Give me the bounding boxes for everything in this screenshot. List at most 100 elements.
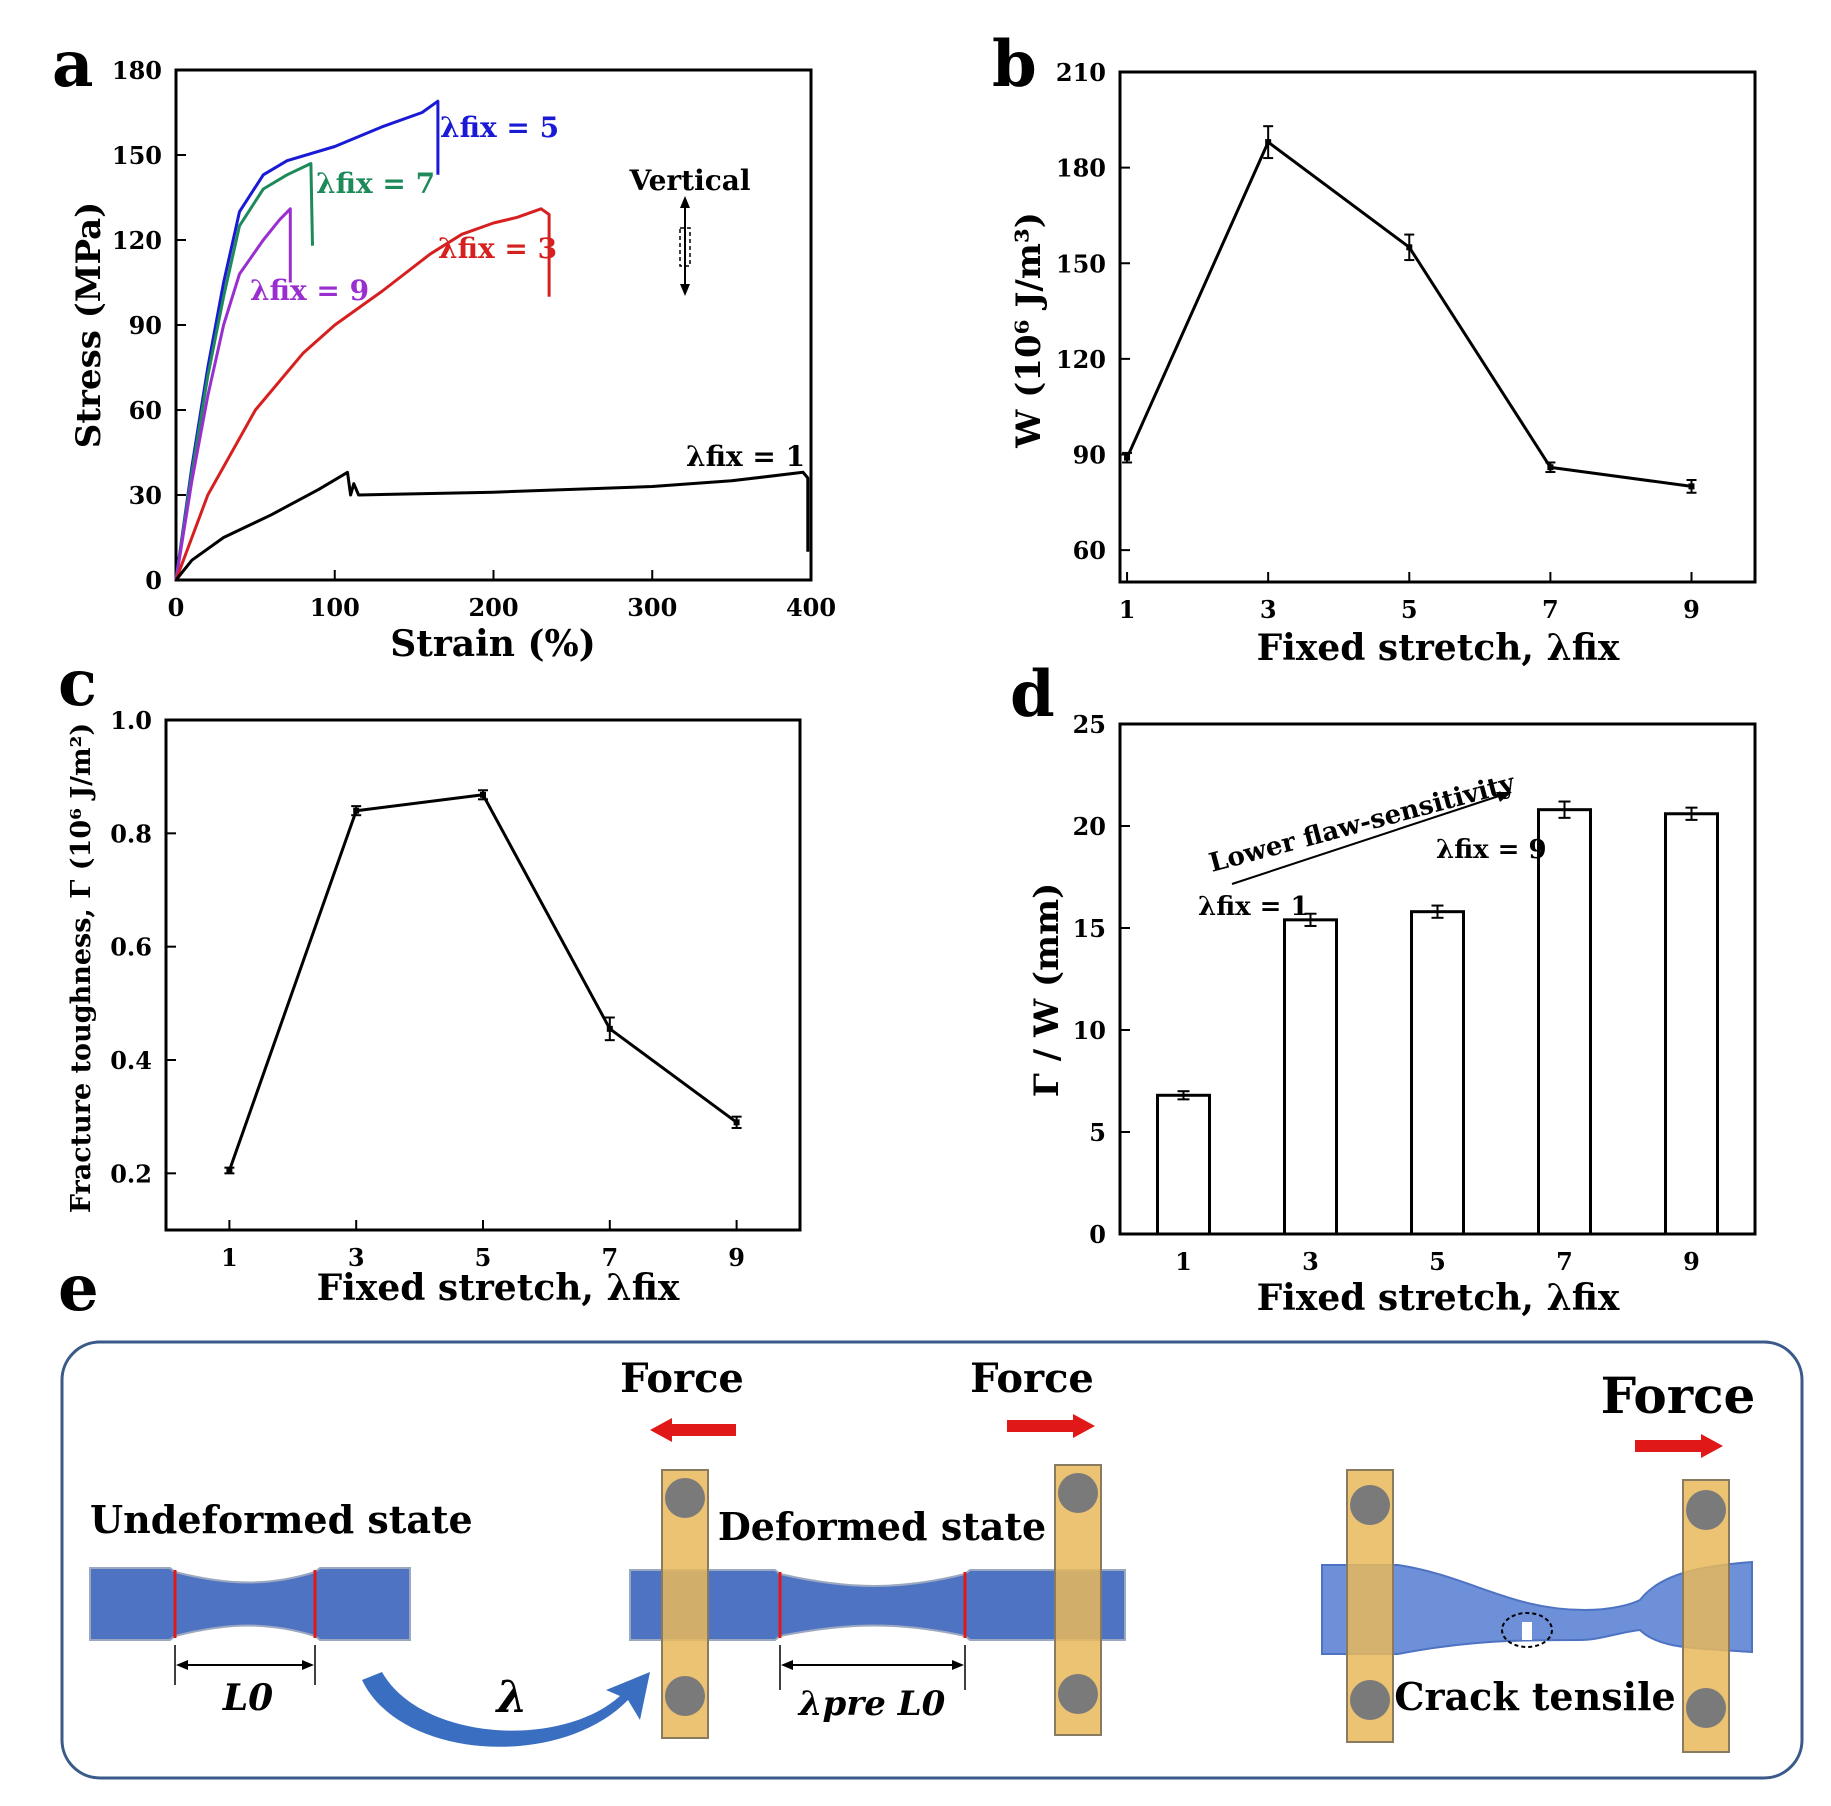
bar-lambda-9 [1664, 812, 1719, 1236]
x-tick-label-b: 1 [1119, 595, 1136, 624]
transform-arrow [362, 1672, 650, 1747]
x-axis-label-d: Fixed stretch, λfix [1257, 1277, 1620, 1319]
y-axis-label-a: Stress (MPa) [69, 202, 109, 448]
x-tick-label-b: 5 [1401, 595, 1418, 624]
x-tick-label-c: 1 [221, 1243, 238, 1272]
x-tick-label-c: 7 [601, 1243, 618, 1272]
plot-frame-a [174, 68, 813, 582]
y-tick-label-a: 30 [129, 481, 162, 510]
legend-lambda-7: λfix = 7 [316, 167, 435, 200]
flaw-sensitivity-arrow [1231, 792, 1512, 885]
x-tick-label-a: 100 [310, 593, 360, 622]
lambda-label: λ [495, 1672, 528, 1723]
data-point-c [733, 1119, 740, 1126]
panel-letter-a: a [52, 27, 93, 102]
vertical-annotation: Vertical [628, 164, 750, 197]
bar-lambda-3 [1283, 918, 1338, 1236]
data-line-c [227, 793, 738, 1171]
y-tick-label-d: 5 [1089, 1118, 1106, 1147]
panel-letter-d: d [1010, 657, 1055, 732]
length-label: L0 [222, 1677, 273, 1719]
y-tick-label-d: 20 [1073, 812, 1106, 841]
crack-specimen [1321, 1560, 1753, 1655]
clamp-right-crack [1682, 1479, 1730, 1753]
panel-letter-e: e [58, 1251, 99, 1326]
undeformed-label: Undeformed state [90, 1497, 473, 1542]
y-axis-label-d: Γ / W (mm) [1027, 883, 1067, 1097]
y-tick-label-a: 60 [129, 396, 162, 425]
bar-lambda-7 [1537, 808, 1592, 1236]
y-axis-label-c: Fracture toughness, Γ (10⁶ J/m²) [66, 723, 97, 1213]
series-line-lambda-3 [174, 207, 551, 581]
y-tick-label-b: 90 [1073, 441, 1106, 470]
force-arrow-crack [1635, 1434, 1723, 1458]
legend-lambda-1: λfix = 1 [686, 440, 805, 473]
series-line-c [224, 789, 742, 1175]
crack-marker [1501, 1612, 1553, 1648]
y-tick-label-d: 0 [1089, 1220, 1106, 1249]
y-tick-label-c: 0.8 [110, 819, 152, 848]
y-tick-label-a: 90 [129, 311, 162, 340]
x-axis-label-c: Fixed stretch, λfix [317, 1267, 680, 1309]
panel-d: d 1 3 5 7 9 0 5 10 15 20 25 Γ / W (mm) Fixed stret… [1010, 657, 1757, 1319]
x-tick-label-d: 7 [1556, 1247, 1573, 1276]
clamp-left-deformed [661, 1469, 709, 1739]
y-tick-label-c: 1.0 [110, 706, 152, 735]
x-tick-label-c: 9 [728, 1243, 745, 1272]
y-tick-label-a: 120 [112, 226, 162, 255]
data-point-b [1547, 464, 1554, 471]
data-point-b [1406, 244, 1413, 251]
bar-lambda-1 [1156, 1093, 1211, 1236]
force-label-2: Force [970, 1355, 1094, 1402]
x-tick-label-a: 400 [786, 593, 836, 622]
series-lines-a [174, 99, 810, 581]
vertical-direction-icon [679, 196, 691, 296]
clamp-right-deformed [1054, 1464, 1102, 1736]
y-tick-label-c: 0.2 [110, 1159, 152, 1188]
panel-letter-c: c [58, 646, 97, 721]
x-tick-label-a: 0 [168, 593, 185, 622]
deformed-label: Deformed state [718, 1504, 1046, 1549]
x-tick-label-a: 300 [627, 593, 677, 622]
deformed-specimen [629, 1569, 1126, 1690]
series-line-b [1122, 125, 1697, 494]
panel-e: e Undeformed state L0 λ [58, 1251, 1804, 1780]
x-tick-label-c: 5 [475, 1243, 492, 1272]
data-point-b [1124, 454, 1131, 461]
arrow-start-label: λfix = 1 [1198, 892, 1309, 922]
data-point-b [1265, 139, 1272, 146]
axis-ticks-b: 1 3 5 7 9 60 90 120 150 180 210 [1056, 58, 1700, 624]
data-point-c [606, 1025, 613, 1032]
x-tick-label-c: 3 [348, 1243, 365, 1272]
x-axis-label-b: Fixed stretch, λfix [1257, 627, 1620, 669]
y-tick-label-a: 150 [112, 141, 162, 170]
bars-d [1156, 800, 1719, 1236]
clamp-left-crack [1346, 1469, 1394, 1743]
series-line-lambda-1 [174, 470, 810, 581]
x-tick-label-d: 5 [1429, 1247, 1446, 1276]
axis-ticks-a: 0 100 200 300 400 0 30 60 90 120 150 180 [112, 56, 836, 622]
legend-lambda-5: λfix = 5 [440, 111, 559, 144]
x-tick-label-b: 7 [1542, 595, 1559, 624]
data-point-c [226, 1167, 233, 1174]
force-arrow-left [650, 1418, 736, 1442]
data-point-c [480, 791, 486, 798]
y-tick-label-a: 180 [112, 56, 162, 85]
x-axis-label-a: Strain (%) [390, 623, 596, 665]
x-tick-label-b: 3 [1260, 595, 1277, 624]
data-point-c [353, 807, 360, 814]
crack-label: Crack tensile [1394, 1674, 1675, 1719]
x-tick-label-a: 200 [468, 593, 518, 622]
x-tick-label-d: 1 [1175, 1247, 1192, 1276]
arrow-end-label: λfix = 9 [1436, 835, 1547, 865]
data-point-b [1688, 483, 1695, 490]
y-tick-label-b: 180 [1056, 154, 1106, 183]
y-tick-label-c: 0.6 [110, 933, 152, 962]
force-label-1: Force [620, 1355, 744, 1402]
x-tick-label-b: 9 [1683, 595, 1700, 624]
y-tick-label-b: 210 [1056, 58, 1106, 87]
x-tick-label-d: 3 [1302, 1247, 1319, 1276]
pre-length-label: λpre L0 [797, 1684, 946, 1724]
undeformed-specimen [89, 1567, 411, 1685]
